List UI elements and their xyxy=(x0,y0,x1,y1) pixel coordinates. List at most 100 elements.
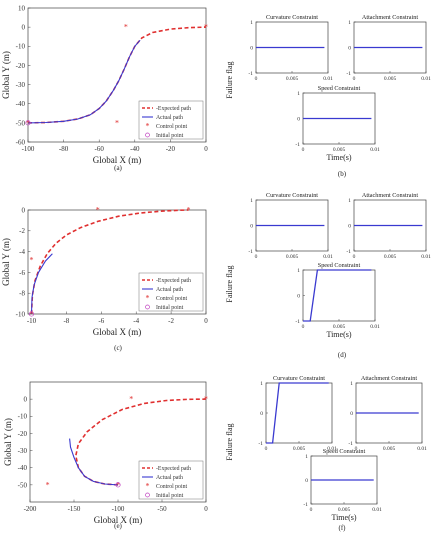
y-tick-label: -10 xyxy=(18,413,28,421)
subplot-title: Curvature Constraint xyxy=(266,192,318,199)
legend-control-swatch: * xyxy=(146,482,150,491)
panel-caption: (b) xyxy=(338,170,347,178)
legend: * -Expected path Actual path Control point I… xyxy=(138,460,204,500)
control-point-marker: * xyxy=(29,256,33,265)
x-tick-label: -4 xyxy=(133,317,139,325)
x-tick-label: 0 xyxy=(310,507,313,513)
x-tick-label: 0 xyxy=(353,254,356,260)
subplot-title: Curvature Constraint xyxy=(266,14,318,21)
y-tick-label: 0 xyxy=(305,478,308,484)
x-tick-label: 0.005 xyxy=(293,446,306,452)
x-tick-label: 0 xyxy=(255,254,258,260)
x-tick-label: 0 xyxy=(204,145,208,153)
x-tick-label: 0.005 xyxy=(333,147,346,153)
y-tick-label: -20 xyxy=(18,430,28,438)
y-tick-label: 0 xyxy=(24,396,28,404)
x-tick-label: 0.005 xyxy=(333,324,346,330)
panel-caption: (e) xyxy=(114,522,122,530)
x-tick-label: -100 xyxy=(22,145,35,153)
plot-frame xyxy=(27,209,207,315)
legend-initial-swatch xyxy=(145,304,150,310)
y-tick-label: -1 xyxy=(248,71,253,77)
legend-label-control: Control point xyxy=(156,124,187,130)
control-point-marker: * xyxy=(115,118,119,127)
legend-initial-swatch xyxy=(145,492,150,498)
subplot-title: Attachment Constraint xyxy=(362,14,418,21)
actual-path-line xyxy=(27,39,141,124)
x-tick-label: 0 xyxy=(353,76,356,82)
y-tick-label: 0 xyxy=(297,117,300,123)
x-tick-label: 0 xyxy=(265,446,268,452)
y-tick-label: -20 xyxy=(16,62,26,70)
initial-point-marker xyxy=(25,120,31,126)
y-tick-label: 0 xyxy=(22,206,26,214)
y-tick-label: -1 xyxy=(346,249,351,255)
x-tick-label: 0.01 xyxy=(323,76,333,82)
x-tick-label: -150 xyxy=(68,505,81,513)
y-tick-label: 0 xyxy=(350,411,353,417)
y-axis-label: Failure flag xyxy=(225,423,234,460)
legend: * -Expected path Actual path Control point I… xyxy=(138,272,204,312)
control-point-marker: * xyxy=(187,206,191,215)
x-tick-label: 0 xyxy=(204,505,208,513)
actual-path-line xyxy=(69,438,119,486)
y-tick-label: -1 xyxy=(248,249,253,255)
legend-label-actual: Actual path xyxy=(156,287,183,293)
panel-caption: (d) xyxy=(338,351,347,359)
y-tick-label: 0 xyxy=(22,24,26,32)
y-tick-label: -1 xyxy=(295,319,300,325)
subplot-title: Speed Constraint xyxy=(318,262,361,269)
y-tick-label: -1 xyxy=(303,502,308,508)
y-tick-label: -40 xyxy=(16,100,26,108)
y-tick-label: -40 xyxy=(18,464,28,472)
x-tick-label: 0.005 xyxy=(338,507,351,513)
control-point-marker: * xyxy=(29,310,33,319)
x-tick-label: -40 xyxy=(130,145,140,153)
y-tick-label: -4 xyxy=(19,248,25,256)
plot-frame xyxy=(27,7,207,143)
x-tick-label: -200 xyxy=(24,505,37,513)
y-tick-label: -60 xyxy=(16,138,26,146)
y-tick-label: 1 xyxy=(250,20,253,26)
initial-point-marker xyxy=(28,311,35,317)
x-tick-label: 0.01 xyxy=(370,147,380,153)
y-tick-label: -8 xyxy=(19,290,25,298)
y-axis-label: Global Y (m) xyxy=(1,238,11,286)
x-axis-label: Time(s) xyxy=(326,153,351,162)
x-axis-label: Global X (m) xyxy=(93,327,142,337)
legend-initial-swatch xyxy=(145,132,150,138)
y-tick-label: 0 xyxy=(348,46,351,52)
x-axis-label: Time(s) xyxy=(326,330,351,339)
y-tick-label: -50 xyxy=(16,119,26,127)
legend: * -Expected path Actual path Control point I… xyxy=(138,100,204,140)
y-tick-label: -1 xyxy=(348,441,353,447)
failure-flag-line xyxy=(266,382,329,444)
control-point-marker: * xyxy=(124,23,128,32)
x-tick-label: 0.01 xyxy=(323,254,333,260)
x-tick-label: -8 xyxy=(63,317,69,325)
x-tick-label: 0.01 xyxy=(370,324,380,330)
subplot-title: Speed Constraint xyxy=(323,448,366,455)
y-tick-label: -30 xyxy=(16,81,26,89)
subplot-title: Attachment Constraint xyxy=(361,375,417,382)
y-axis-label: Failure flag xyxy=(225,265,234,302)
y-axis-label: Global Y (m) xyxy=(1,51,11,99)
control-point-marker: * xyxy=(96,206,100,215)
panel-caption: (a) xyxy=(114,164,122,172)
x-axis-label: Global X (m) xyxy=(94,515,143,525)
x-tick-label: 0.005 xyxy=(286,254,299,260)
x-tick-label: 0.01 xyxy=(372,507,382,513)
x-tick-label: -60 xyxy=(95,145,105,153)
actual-path-line xyxy=(30,253,53,315)
chart-a: -100 -80 -60 -40 -20 0-60-50-40-30-20-10010Gl… xyxy=(1,4,208,172)
y-tick-label: -1 xyxy=(258,441,263,447)
